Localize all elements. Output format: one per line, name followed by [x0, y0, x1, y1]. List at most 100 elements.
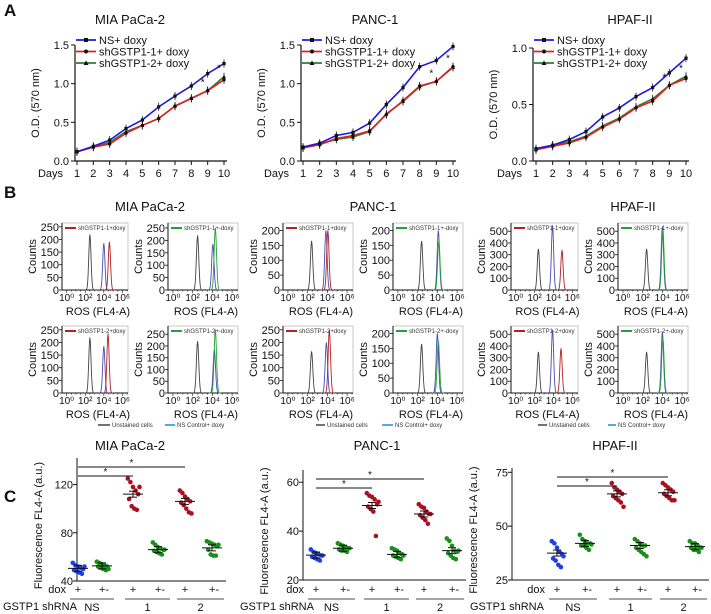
- y-tick-label: 300: [597, 250, 615, 262]
- significance-star: *: [104, 467, 108, 478]
- data-point: [367, 129, 372, 133]
- data-point: [376, 499, 381, 505]
- dox-label: +: [75, 584, 81, 596]
- y-tick-label: 200: [262, 225, 280, 237]
- x-tick-label: 10²: [635, 396, 650, 407]
- treated-peak: [657, 228, 669, 291]
- y-tick-label: 50: [153, 273, 165, 285]
- x-axis-label: ROS (FL4-A): [66, 409, 130, 421]
- y-tick-label: 200: [490, 261, 508, 273]
- legend-label: shGSTP1-1+-doxy: [409, 226, 459, 232]
- y-tick-label: 50: [378, 373, 390, 385]
- data-point: [206, 72, 210, 76]
- y-tick-label: 100: [262, 255, 280, 267]
- y-tick-label: 0: [159, 285, 165, 297]
- y-axis-label: Counts: [133, 239, 145, 274]
- x-tick-label: 10²: [78, 396, 93, 407]
- shrna-label: 1: [627, 602, 633, 614]
- x-tick-label: 2: [90, 168, 96, 180]
- y-tick-label: 400: [490, 238, 508, 250]
- chart-title: MIA PaCa-2: [95, 438, 165, 453]
- plot-frame: [167, 222, 239, 291]
- y-axis-label: Counts: [476, 342, 488, 377]
- data-point: [401, 85, 405, 90]
- x-tick-label: 10⁰: [280, 396, 295, 407]
- y-tick-label: 100: [41, 260, 59, 272]
- x-axis-label: ROS (FL4-A): [289, 306, 353, 318]
- data-point: [124, 126, 128, 131]
- chart-title: PANC-1: [354, 438, 401, 453]
- y-tick-label: 150: [262, 240, 280, 252]
- data-point: [189, 511, 194, 516]
- x-tick-label: 1: [74, 168, 80, 180]
- unstained-peak: [306, 240, 318, 291]
- data-point: [425, 521, 431, 527]
- y-axis-label: Counts: [476, 239, 488, 274]
- y-tick-label: 50: [378, 270, 390, 282]
- x-tick-label: 10⁶: [339, 293, 354, 304]
- dox-label: +-: [340, 584, 350, 596]
- legend-marker: [310, 38, 314, 42]
- unstained-peak: [533, 351, 544, 394]
- x-tick-label: 10²: [300, 396, 315, 407]
- unstained-peak: [306, 351, 318, 394]
- data-point: [699, 545, 704, 550]
- dox-label: +-: [449, 584, 459, 596]
- treated-peak: [555, 348, 567, 394]
- data-point: [667, 83, 672, 87]
- data-point: [82, 564, 87, 569]
- y-tick-label: 300: [490, 353, 508, 365]
- shrna-row-label: GSTP1 shRNA: [470, 601, 545, 613]
- data-point: [134, 507, 140, 513]
- legend-label: NS Control+ doxy: [395, 423, 442, 429]
- data-point: [371, 509, 376, 514]
- plot-frame: [617, 222, 689, 291]
- ns-control-peak: [207, 244, 219, 291]
- treated-peak: [209, 329, 221, 394]
- data-point: [318, 141, 322, 145]
- y-tick-label: 400: [597, 341, 615, 353]
- data-point: [684, 56, 688, 60]
- x-tick-label: 10⁶: [224, 396, 239, 407]
- x-tick-label: 10⁴: [96, 293, 111, 304]
- legend-label: shGSTP1-1+doxy: [78, 226, 126, 232]
- y-tick-label: 200: [597, 261, 615, 273]
- y-tick-label: 100: [147, 260, 165, 272]
- x-tick-label: 8: [188, 168, 194, 180]
- data-point: [317, 558, 323, 563]
- data-point: [554, 545, 560, 550]
- data-point: [421, 505, 427, 511]
- legend-marker: [309, 60, 315, 65]
- y-tick-label: 1.5: [54, 40, 69, 52]
- data-point: [601, 115, 605, 119]
- y-tick-label: 0.5: [54, 117, 69, 129]
- data-point: [644, 554, 649, 559]
- data-point: [401, 98, 405, 103]
- x-tick-label: 4: [350, 168, 356, 180]
- y-tick-label: 150: [147, 353, 165, 365]
- y-tick-label: 0: [159, 388, 165, 400]
- ns-control-peak: [98, 346, 109, 394]
- y-axis-label: Counts: [248, 342, 260, 377]
- x-tick-label: 10: [680, 168, 692, 180]
- data-point: [621, 504, 626, 510]
- legend-label: NS+ doxy: [99, 35, 147, 47]
- legend-label: NS Control+ doxy: [618, 423, 665, 429]
- y-tick-label: 25: [496, 575, 508, 587]
- legend-marker: [310, 49, 314, 54]
- data-point: [451, 44, 455, 49]
- data-point: [609, 480, 615, 486]
- legend-label: NS+ doxy: [557, 35, 605, 47]
- y-tick-label: 200: [372, 225, 390, 237]
- legend-label: Unstained cells: [112, 423, 153, 429]
- x-tick-label: 10⁴: [205, 293, 220, 304]
- y-tick-label: 1.0: [512, 43, 527, 55]
- dox-label: +-: [637, 584, 647, 596]
- y-axis-label: Counts: [27, 239, 39, 274]
- y-tick-label: 0: [53, 285, 59, 297]
- x-axis-label: ROS (FL4-A): [174, 306, 238, 318]
